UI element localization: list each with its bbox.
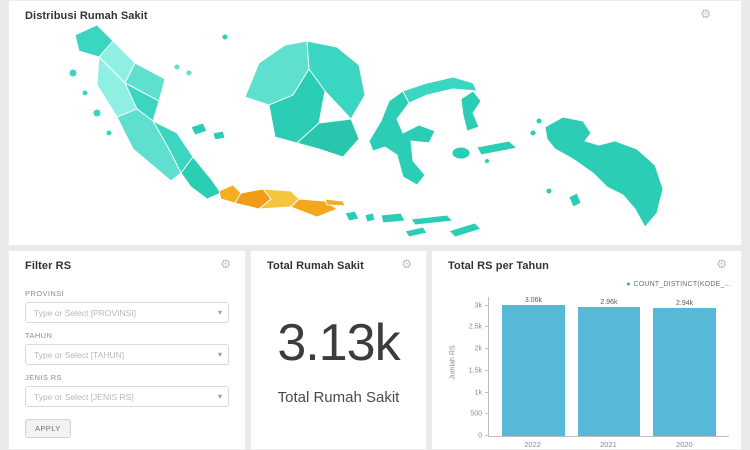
province-shape[interactable] — [402, 76, 478, 104]
y-tick-label: 1k — [474, 389, 482, 397]
island-shape[interactable] — [380, 212, 406, 224]
gear-icon[interactable]: ⚙ — [700, 7, 711, 21]
tahun-select[interactable]: Type or Select [TAHUN] ▾ — [25, 344, 229, 365]
island-shape[interactable] — [529, 129, 537, 137]
y-tick-mark — [485, 304, 489, 306]
island-shape[interactable] — [364, 212, 376, 223]
apply-button[interactable]: APPLY — [25, 419, 71, 438]
filter-panel: Filter RS ⚙ PROVINSI Type or Select [PRO… — [8, 250, 246, 450]
y-axis-title: Jumlah RS — [449, 345, 457, 380]
bar[interactable] — [653, 308, 716, 436]
x-tick-label: 2020 — [676, 440, 693, 449]
island-shape[interactable] — [190, 122, 208, 136]
island-shape[interactable] — [105, 129, 113, 137]
total-rs-subtitle: Total Rumah Sakit — [277, 389, 400, 406]
y-tick-mark — [485, 391, 489, 393]
y-tick-mark — [485, 348, 489, 350]
y-tick-label: 2.5k — [468, 323, 482, 331]
bar-value-label: 2.96k — [600, 299, 618, 307]
island-shape[interactable] — [410, 214, 454, 226]
total-rs-value: 3.13k — [277, 314, 400, 372]
island-shape[interactable] — [460, 90, 482, 132]
bar-column: 2.96k — [577, 297, 641, 436]
bar-column: 3.06k — [502, 297, 565, 436]
gear-icon[interactable]: ⚙ — [220, 257, 231, 271]
y-tick-label: 2k — [474, 345, 482, 353]
island-shape[interactable] — [68, 68, 78, 78]
bars-area: 3.06k 2.96k 2.94k — [489, 297, 729, 436]
x-tick-label: 2021 — [600, 440, 617, 449]
map-panel-title: Distribusi Rumah Sakit — [25, 10, 148, 22]
total-panel-title: Total Rumah Sakit — [267, 260, 364, 272]
island-shape[interactable] — [404, 226, 428, 238]
tahun-label: TAHUN — [25, 331, 53, 340]
island-shape[interactable] — [448, 222, 482, 238]
y-tick-mark — [485, 413, 489, 415]
chart-legend[interactable]: ● COUNT_DISTINCT(KODE_... — [626, 281, 731, 288]
province-shape[interactable] — [290, 198, 338, 218]
chart-plot-area: 3.06k 2.96k 2.94k 0 500 1k 1.5k 2k 2.5k 3k — [469, 297, 729, 440]
island-shape[interactable] — [92, 108, 102, 118]
provinsi-select-placeholder: Type or Select [PROVINSI] — [34, 307, 137, 318]
gear-icon[interactable]: ⚙ — [401, 257, 412, 271]
island-shape[interactable] — [535, 117, 543, 125]
x-tick-label: 2022 — [524, 440, 541, 449]
jenis-rs-select[interactable]: Type or Select [JENIS RS] ▾ — [25, 386, 229, 407]
island-shape[interactable] — [484, 158, 490, 164]
chevron-down-icon: ▾ — [217, 391, 222, 401]
bar-value-label: 3.06k — [524, 297, 542, 304]
map-panel: Distribusi Rumah Sakit ⚙ — [8, 0, 742, 246]
y-tick-mark — [485, 326, 489, 328]
y-tick-mark — [485, 369, 489, 371]
indonesia-choropleth-map — [68, 24, 664, 238]
island-shape[interactable] — [221, 33, 229, 41]
island-shape[interactable] — [81, 89, 89, 97]
island-shape[interactable] — [344, 210, 360, 222]
total-rs-panel: Total Rumah Sakit ⚙ 3.13k Total Rumah Sa… — [250, 250, 427, 450]
filter-body: PROVINSI Type or Select [PROVINSI] ▾ TAH… — [25, 281, 229, 438]
y-tick-label: 1.5k — [468, 367, 482, 375]
island-shape[interactable] — [185, 69, 193, 77]
jenis-rs-label: JENIS RS — [25, 373, 62, 382]
y-tick-label: 3k — [474, 302, 482, 310]
bar[interactable] — [502, 305, 565, 436]
chart-panel-title: Total RS per Tahun — [448, 260, 550, 272]
province-shape[interactable] — [268, 68, 326, 144]
provinsi-select[interactable]: Type or Select [PROVINSI] ▾ — [25, 302, 229, 323]
y-tick-mark — [485, 435, 489, 436]
island-shape[interactable] — [545, 187, 553, 195]
island-shape[interactable] — [173, 63, 181, 71]
x-axis-labels: 2022 2021 2020 — [488, 440, 729, 449]
filter-panel-title: Filter RS — [25, 260, 72, 272]
tahun-select-placeholder: Type or Select [TAHUN] — [34, 349, 125, 360]
province-shape[interactable] — [368, 90, 436, 186]
chevron-down-icon: ▾ — [217, 307, 222, 317]
bar[interactable] — [577, 307, 641, 436]
legend-label: COUNT_DISTINCT(KODE_... — [633, 281, 731, 288]
y-tick-label: 500 — [470, 410, 482, 418]
province-shape[interactable] — [324, 198, 346, 207]
gear-icon[interactable]: ⚙ — [716, 257, 727, 271]
provinsi-label: PROVINSI — [25, 289, 65, 298]
island-shape[interactable] — [476, 140, 518, 156]
legend-dot-icon: ● — [626, 281, 631, 288]
island-shape[interactable] — [451, 146, 471, 160]
chart-panel: Total RS per Tahun ⚙ ● COUNT_DISTINCT(KO… — [431, 250, 742, 450]
bar-value-label: 2.94k — [676, 300, 694, 308]
jenis-rs-select-placeholder: Type or Select [JENIS RS] — [34, 391, 134, 402]
y-tick-label: 0 — [478, 432, 482, 440]
province-shape[interactable] — [544, 116, 664, 228]
province-shape[interactable] — [306, 40, 366, 120]
island-shape[interactable] — [212, 130, 226, 141]
province-shape[interactable] — [296, 118, 360, 158]
chevron-down-icon: ▾ — [217, 349, 222, 359]
bar-column: 2.94k — [653, 297, 716, 436]
island-shape[interactable] — [568, 192, 582, 208]
